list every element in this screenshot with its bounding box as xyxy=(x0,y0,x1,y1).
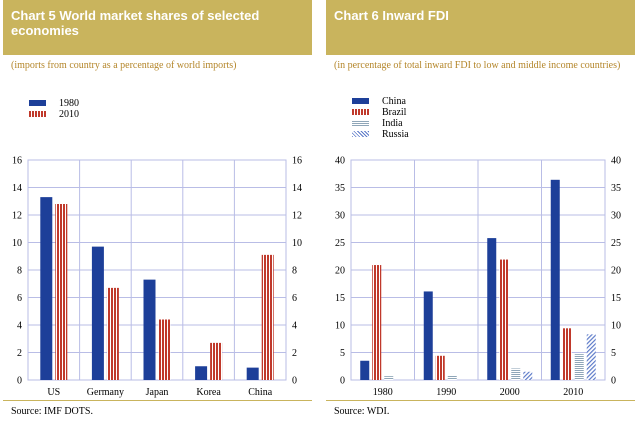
y-tick-label-right: 20 xyxy=(611,266,621,277)
chart-5-panel: Chart 5 World market shares of selected … xyxy=(3,0,312,424)
x-tick-label: Korea xyxy=(196,387,221,398)
bar-2010-germany xyxy=(106,287,119,380)
legend-label-china: China xyxy=(382,96,406,107)
bar-brazil-1990 xyxy=(435,355,445,380)
chart-5-source: Source: IMF DOTS. xyxy=(11,406,93,417)
chart-5-subtitle: (imports from country as a percentage of… xyxy=(11,60,237,71)
y-tick-label-left: 30 xyxy=(335,211,345,222)
bar-1980-korea xyxy=(195,366,208,380)
chart-5-rule xyxy=(3,400,312,401)
bar-india-1980 xyxy=(384,376,394,380)
y-tick-label-left: 10 xyxy=(335,321,345,332)
y-tick-label-left: 0 xyxy=(340,376,345,387)
y-tick-label-right: 4 xyxy=(292,321,297,332)
bar-china-1980 xyxy=(360,360,370,380)
y-tick-label-left: 10 xyxy=(12,238,22,249)
y-tick-label-left: 12 xyxy=(12,211,22,222)
chart-6-rule xyxy=(326,400,635,401)
x-tick-label: Japan xyxy=(146,387,169,398)
legend-label-1980: 1980 xyxy=(59,98,79,109)
x-tick-label: 2010 xyxy=(563,387,583,398)
y-tick-label-right: 14 xyxy=(292,183,302,194)
y-tick-label-left: 2 xyxy=(17,348,22,359)
bar-china-1990 xyxy=(423,291,433,380)
y-tick-label-right: 5 xyxy=(611,348,616,359)
y-tick-label-left: 20 xyxy=(335,266,345,277)
legend-label-brazil: Brazil xyxy=(382,107,407,118)
y-tick-label-left: 40 xyxy=(335,156,345,167)
chart-6-source: Source: WDI. xyxy=(334,406,390,417)
chart-6-panel: Chart 6 Inward FDI (in percentage of tot… xyxy=(326,0,635,424)
bar-1980-us xyxy=(40,197,53,380)
bar-india-1990 xyxy=(447,375,457,380)
y-tick-label-right: 35 xyxy=(611,183,621,194)
legend-swatch-india xyxy=(352,120,369,126)
bar-1980-germany xyxy=(91,246,104,380)
bar-2010-korea xyxy=(210,342,223,380)
legend-swatch-russia xyxy=(352,131,369,137)
y-tick-label-left: 16 xyxy=(12,156,22,167)
legend-label-russia: Russia xyxy=(382,129,409,140)
legend-swatch-china xyxy=(352,98,369,104)
legend-label-india: India xyxy=(382,118,403,129)
y-tick-label-left: 4 xyxy=(17,321,22,332)
y-tick-label-right: 2 xyxy=(292,348,297,359)
x-tick-label: China xyxy=(248,387,272,398)
x-tick-label: 1980 xyxy=(373,387,393,398)
bar-russia-2000 xyxy=(523,371,533,380)
legend-label-2010: 2010 xyxy=(59,109,79,120)
bar-1980-china xyxy=(246,367,259,380)
y-tick-label-left: 0 xyxy=(17,376,22,387)
chart-6-title: Chart 6 Inward FDI xyxy=(334,8,449,23)
legend-swatch-2010 xyxy=(29,111,46,117)
chart-6-subtitle: (in percentage of total inward FDI to lo… xyxy=(334,60,621,71)
bar-brazil-2000 xyxy=(499,259,509,380)
y-tick-label-left: 8 xyxy=(17,266,22,277)
bar-brazil-2010 xyxy=(562,328,572,380)
bar-2010-japan xyxy=(158,319,171,380)
bar-russia-2010 xyxy=(586,334,596,380)
bar-india-2010 xyxy=(574,354,584,380)
y-tick-label-left: 25 xyxy=(335,238,345,249)
legend-swatch-brazil xyxy=(352,109,369,115)
y-tick-label-right: 16 xyxy=(292,156,302,167)
chart-5-title: Chart 5 World market shares of selected … xyxy=(11,8,260,38)
chart-5-plot: 0 0 2 2 4 4 6 6 8 8 10 10 12 12 14 14 16 16 US Germany Japan… xyxy=(12,156,302,399)
bar-2010-china xyxy=(261,254,274,380)
y-tick-label-left: 15 xyxy=(335,293,345,304)
y-tick-label-left: 6 xyxy=(17,293,22,304)
y-tick-label-left: 14 xyxy=(12,183,22,194)
y-tick-label-right: 8 xyxy=(292,266,297,277)
y-tick-label-left: 35 xyxy=(335,183,345,194)
y-tick-label-right: 12 xyxy=(292,211,302,222)
bar-1980-japan xyxy=(143,279,156,380)
y-tick-label-right: 40 xyxy=(611,156,621,167)
x-tick-label: Germany xyxy=(87,387,124,398)
y-tick-label-right: 6 xyxy=(292,293,297,304)
y-tick-label-right: 30 xyxy=(611,211,621,222)
chart-6-header: Chart 6 Inward FDI xyxy=(326,0,635,55)
x-tick-label: US xyxy=(47,387,60,398)
bar-china-2010 xyxy=(550,179,560,380)
x-tick-label: 2000 xyxy=(500,387,520,398)
bar-2010-us xyxy=(55,204,68,380)
y-tick-label-left: 5 xyxy=(340,348,345,359)
y-tick-label-right: 0 xyxy=(292,376,297,387)
chart-6-plot: 0 0 5 5 10 10 15 15 20 20 25 25 30 30 35 35 40 40 1980 1990… xyxy=(335,156,621,399)
bar-brazil-1980 xyxy=(372,265,382,380)
x-tick-label: 1990 xyxy=(436,387,456,398)
y-tick-label-right: 25 xyxy=(611,238,621,249)
chart-5-header: Chart 5 World market shares of selected … xyxy=(3,0,312,55)
bar-china-2000 xyxy=(487,238,497,380)
y-tick-label-right: 10 xyxy=(611,321,621,332)
legend-swatch-1980 xyxy=(29,100,46,106)
bar-india-2000 xyxy=(511,368,521,380)
y-tick-label-right: 0 xyxy=(611,376,616,387)
y-tick-label-right: 10 xyxy=(292,238,302,249)
y-tick-label-right: 15 xyxy=(611,293,621,304)
